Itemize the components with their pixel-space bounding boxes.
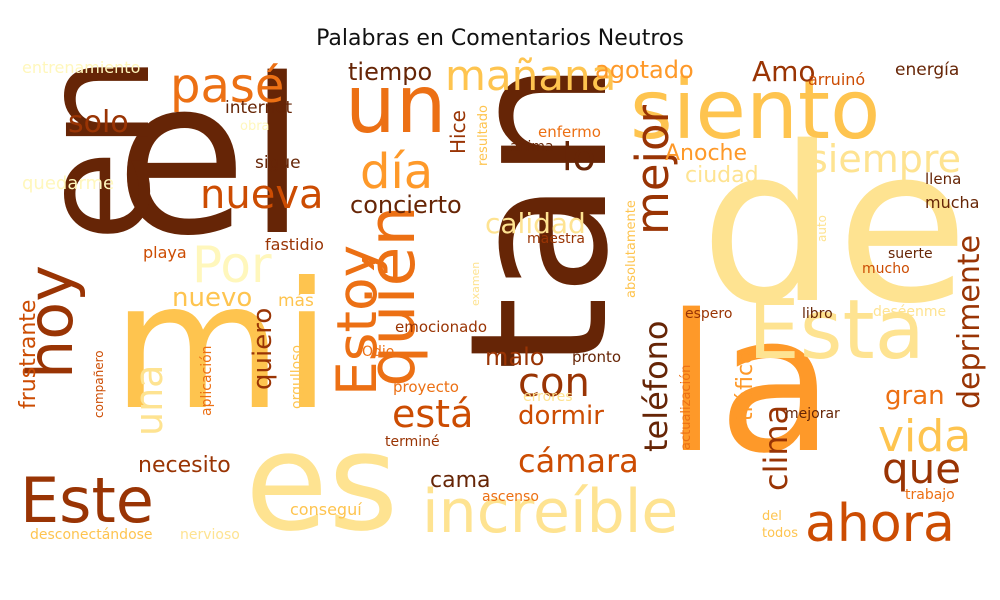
word: del [762, 509, 782, 524]
word: una [127, 365, 171, 437]
word: solo [68, 105, 129, 140]
word: orgulloso [289, 345, 305, 410]
word: mi [112, 246, 332, 449]
word: quiero [248, 308, 278, 391]
word: aplicación [199, 345, 215, 416]
word: calidad [485, 207, 586, 240]
word: nervioso [180, 527, 240, 543]
word: Estoy [325, 245, 389, 397]
word: el [115, 32, 308, 283]
word: mucha [925, 193, 980, 212]
word: entrenamiento [22, 58, 141, 77]
word: cámara [518, 442, 639, 480]
word: frustrante [16, 300, 41, 410]
word: anima [510, 139, 554, 155]
word: Por [192, 236, 272, 294]
word: nueva [200, 172, 324, 218]
word: arruinó [808, 70, 866, 89]
word: malo [485, 343, 545, 371]
word: es [245, 404, 399, 561]
word: compañero [92, 350, 106, 418]
word: sigue [255, 153, 301, 173]
word: errores [523, 389, 573, 405]
word: más [278, 291, 314, 311]
word: Esta [748, 283, 925, 378]
word: pasé [170, 58, 285, 114]
word: siento [630, 63, 881, 158]
word: día [360, 144, 434, 200]
word: ahora [805, 494, 955, 554]
word: un [345, 58, 447, 151]
word: gran [885, 381, 945, 411]
word: Anoche [665, 141, 748, 166]
word: trabajo [905, 487, 955, 503]
word: libro [802, 306, 833, 322]
word: de [700, 100, 969, 351]
word: tráfico [733, 350, 758, 421]
word: maestra [527, 231, 585, 247]
word: deprimente [952, 235, 987, 410]
word: Este [20, 464, 154, 537]
word: llena [925, 170, 962, 188]
word: la [665, 274, 835, 495]
word: teléfono [637, 320, 675, 452]
word: espero [685, 306, 733, 322]
word: mejorar [785, 406, 840, 422]
word: lo [562, 135, 596, 179]
word: necesito [138, 453, 231, 478]
word: auto [815, 215, 829, 243]
word: increíble [422, 477, 679, 547]
word: está [392, 392, 474, 436]
word: cama [430, 468, 491, 493]
word: Amo [752, 55, 816, 88]
word: fastidio [265, 235, 324, 254]
word: ciudad [685, 163, 759, 188]
word: vida [878, 411, 972, 462]
word: mañana [445, 51, 617, 100]
word: internet [225, 98, 293, 118]
word: resultado [476, 105, 491, 166]
word: concierto [350, 191, 462, 219]
word: suerte [888, 246, 933, 262]
word: desconectándose [30, 527, 153, 543]
word: quedarme [22, 173, 115, 194]
word: conseguí [290, 500, 362, 519]
word: enfermo [538, 123, 601, 141]
word: dormir [518, 401, 604, 431]
word: absolutamente [624, 200, 639, 298]
word: actualización [679, 365, 694, 451]
word: Odio [362, 344, 395, 360]
word: nuevo [172, 283, 253, 313]
word: ascenso [482, 489, 539, 505]
word: pronto [572, 348, 622, 366]
word: terminé [385, 434, 440, 450]
word: examen [469, 262, 482, 307]
word: obra [240, 119, 270, 134]
word: Hice [446, 110, 470, 154]
word: deséenme [873, 304, 947, 320]
word: siempre [808, 137, 962, 181]
word: agotado [595, 56, 694, 84]
word: que [882, 444, 962, 493]
chart-title: Palabras en Comentarios Neutros [316, 26, 684, 51]
word: con [518, 360, 590, 406]
word: emocionado [395, 318, 488, 336]
word: en [10, 55, 184, 243]
word: tiempo [348, 58, 433, 86]
word: proyecto [393, 378, 459, 396]
word: todos [762, 526, 799, 541]
word: energía [895, 60, 960, 80]
word: playa [143, 243, 187, 262]
word: mucho [862, 261, 910, 277]
